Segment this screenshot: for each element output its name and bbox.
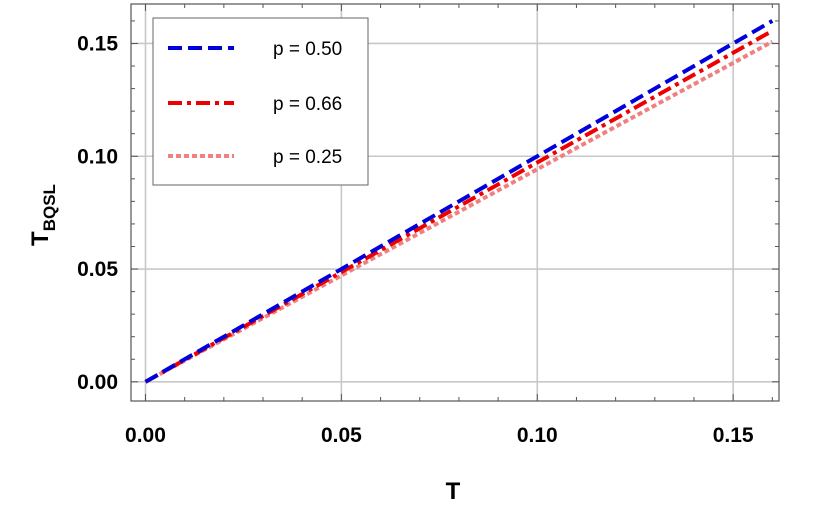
legend-label-2: p = 0.25 [273,147,342,168]
series-lines [144,19,774,384]
legend: p = 0.50 p = 0.66 p = 0.25 [152,17,369,186]
y-axis-label-sub: BQSL [40,184,59,231]
y-tick-label: 0.10 [77,145,118,168]
legend-label-1: p = 0.66 [273,94,342,115]
y-tick-labels: 0.00 0.05 0.10 0.15 [77,32,118,393]
y-axis-label-main: T [27,231,54,246]
x-tick-labels: 0.00 0.05 0.10 0.15 [125,424,754,447]
series-line-0 [144,19,774,384]
x-axis-label: T [446,478,461,505]
series-line-1 [144,29,774,384]
series-line-2 [144,39,774,384]
plot-frame [130,3,780,402]
x-tick-label: 0.15 [713,424,754,447]
y-tick-label: 0.05 [77,258,118,281]
x-tick-label: 0.00 [125,424,166,447]
legend-label-0: p = 0.50 [273,39,342,60]
tick-marks [131,4,779,401]
y-axis-label: TBQSL [27,184,59,246]
x-tick-label: 0.05 [321,424,362,447]
y-tick-label: 0.15 [77,32,118,55]
x-tick-label: 0.10 [517,424,558,447]
y-tick-label: 0.00 [77,371,118,394]
svg-text:TBQSL: TBQSL [27,184,59,246]
